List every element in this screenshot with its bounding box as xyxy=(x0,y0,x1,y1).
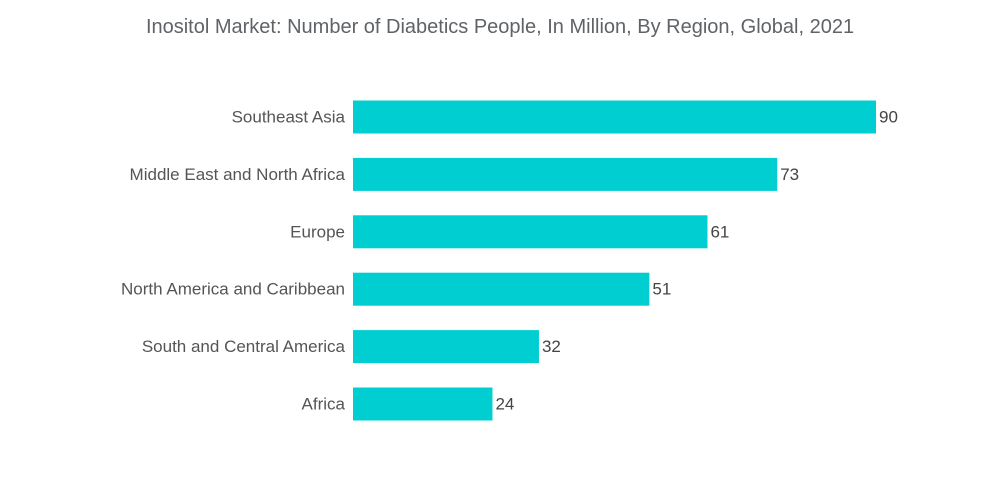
bar-middle-east-and-north-africa xyxy=(353,157,778,191)
value-label-north-america-and-caribbean: 51 xyxy=(652,280,671,299)
category-label-europe: Europe xyxy=(290,222,345,241)
value-label-middle-east-and-north-africa: 73 xyxy=(780,165,799,184)
value-label-africa: 24 xyxy=(495,395,514,414)
value-label-south-and-central-america: 32 xyxy=(542,337,561,356)
bar-group xyxy=(353,100,876,421)
category-label-north-america-and-caribbean: North America and Caribbean xyxy=(121,280,345,299)
chart-title: Inositol Market: Number of Diabetics Peo… xyxy=(145,16,855,38)
bar-north-america-and-caribbean xyxy=(353,272,650,306)
bar-africa xyxy=(353,387,493,421)
category-label-southeast-asia: Southeast Asia xyxy=(232,108,346,127)
bar-europe xyxy=(353,215,708,249)
category-label-africa: Africa xyxy=(302,395,346,414)
bar-southeast-asia xyxy=(353,100,876,134)
value-label-southeast-asia: 90 xyxy=(879,108,898,127)
category-label-south-and-central-america: South and Central America xyxy=(142,337,346,356)
category-label-group: Southeast Asia Middle East and North Afri… xyxy=(121,108,346,414)
category-label-middle-east-and-north-africa: Middle East and North Africa xyxy=(130,165,346,184)
value-label-europe: 61 xyxy=(710,222,729,241)
bar-south-and-central-america xyxy=(353,330,539,364)
value-label-group: 90 73 61 51 32 24 xyxy=(495,108,897,414)
